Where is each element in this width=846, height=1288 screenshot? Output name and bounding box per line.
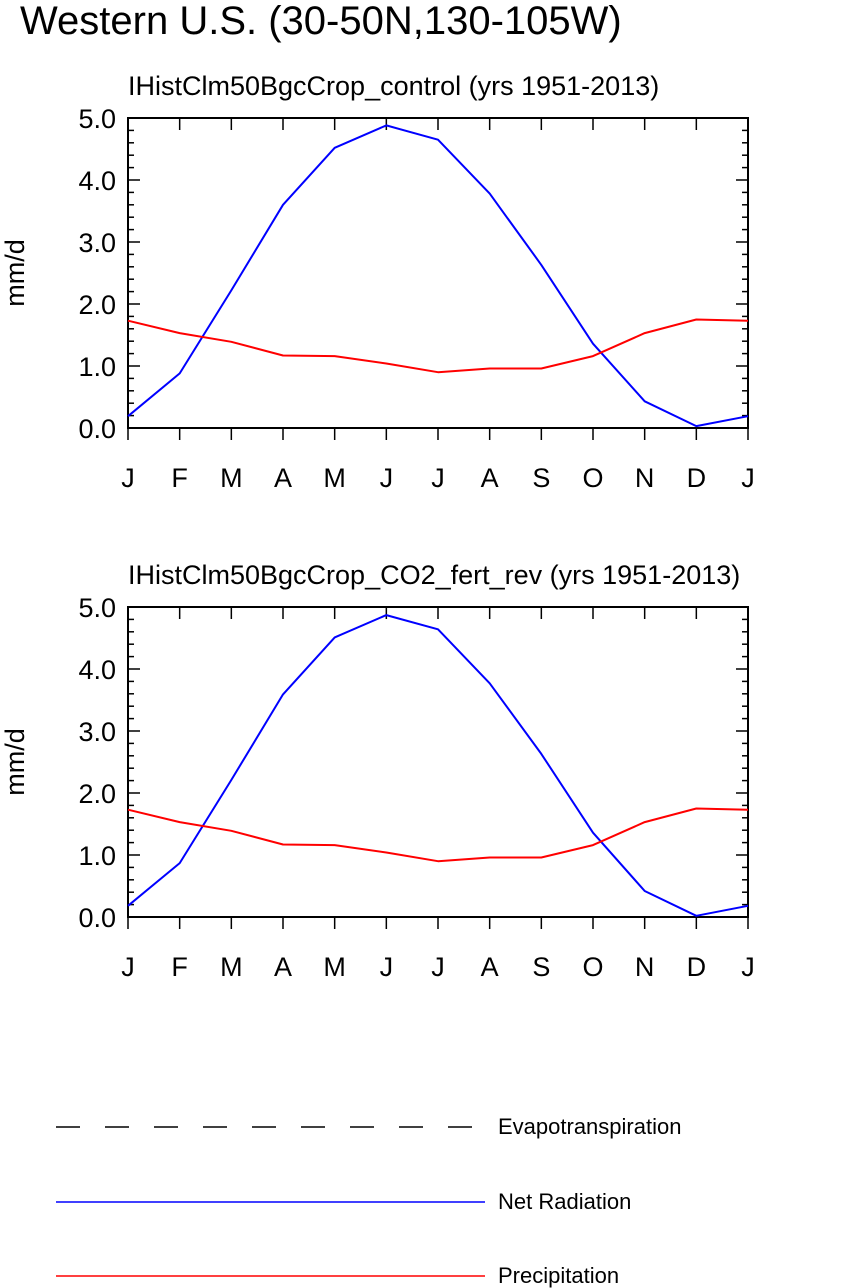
series-line-net-radiation [127,124,749,428]
legend: Evapotranspiration Net Radiation Precipita… [56,1114,681,1288]
panel-title: IHistClm50BgcCrop_CO2_fert_rev (yrs 1951… [128,560,740,590]
figure-title: Western U.S. (30-50N,130-105W) [20,0,622,43]
series-line-precipitation [127,318,749,374]
y-tick-label: 1.0 [78,841,116,871]
x-tick-label: S [532,463,550,493]
y-tick-label: 3.0 [78,717,116,747]
y-axis-label: mm/d [0,728,30,796]
y-tick-label: 3.0 [78,228,116,258]
y-tick-label: 0.0 [78,903,116,933]
series-line-net-radiation [127,614,749,917]
x-tick-label: O [582,952,603,982]
x-tick-label: A [481,952,499,982]
plot-frame [127,606,749,918]
legend-label-precipitation: Precipitation [498,1263,619,1288]
x-tick-label: M [323,952,346,982]
plot-frame [127,117,749,429]
x-tick-label: J [431,463,445,493]
x-tick-label: M [220,463,243,493]
x-tick-label: J [380,463,394,493]
y-tick-label: 2.0 [78,779,116,809]
x-tick-label: D [687,463,707,493]
x-tick-label: J [741,952,755,982]
x-tick-label: F [171,463,188,493]
legend-label-evapotranspiration: Evapotranspiration [498,1114,681,1139]
y-tick-label: 5.0 [78,104,116,134]
x-tick-label: A [274,952,292,982]
y-axis-label: mm/d [0,239,30,307]
x-tick-label: A [274,463,292,493]
y-tick-label: 2.0 [78,290,116,320]
y-tick-label: 4.0 [78,655,116,685]
x-tick-label: N [635,463,655,493]
x-tick-label: J [741,463,755,493]
x-tick-label: M [220,952,243,982]
x-tick-label: A [481,463,499,493]
y-tick-label: 0.0 [78,414,116,444]
x-tick-label: J [121,952,135,982]
y-tick-label: 5.0 [78,593,116,623]
x-tick-label: D [687,952,707,982]
x-tick-label: F [171,952,188,982]
x-tick-label: J [431,952,445,982]
y-tick-label: 4.0 [78,166,116,196]
x-tick-label: M [323,463,346,493]
panel-co2-fert-rev: IHistClm50BgcCrop_CO2_fert_rev (yrs 1951… [0,560,755,982]
series-line-precipitation [127,807,749,863]
x-tick-label: S [532,952,550,982]
y-tick-label: 1.0 [78,352,116,382]
x-tick-label: N [635,952,655,982]
legend-label-net-radiation: Net Radiation [498,1189,631,1214]
panel-title: IHistClm50BgcCrop_control (yrs 1951-2013… [128,71,659,101]
panel-control: IHistClm50BgcCrop_control (yrs 1951-2013… [0,71,755,493]
x-tick-label: J [380,952,394,982]
x-tick-label: O [582,463,603,493]
x-tick-label: J [121,463,135,493]
